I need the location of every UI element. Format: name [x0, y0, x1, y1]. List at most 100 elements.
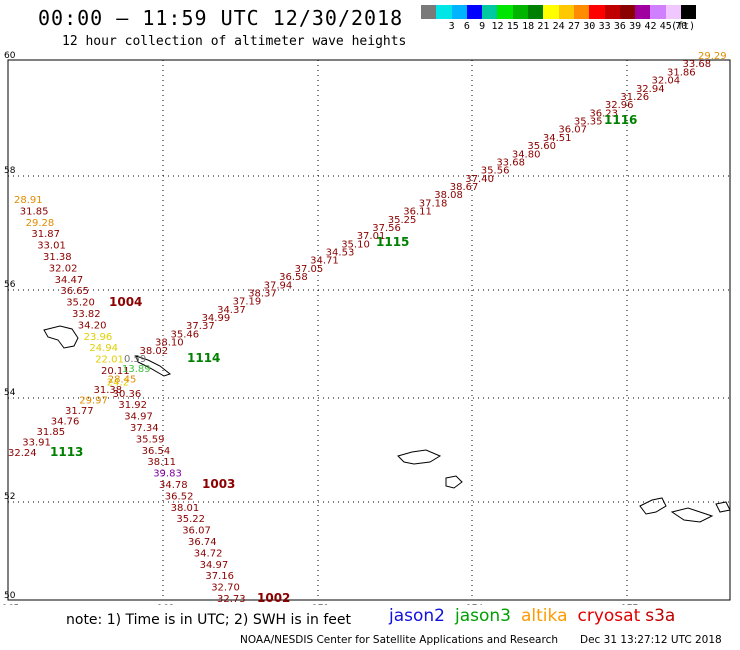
wave-height-value: 22.01	[95, 355, 124, 366]
page-subtitle: 12 hour collection of altimeter wave hei…	[62, 34, 407, 49]
wave-height-value: 34.78	[159, 480, 188, 491]
wave-height-value: 38.01	[171, 503, 200, 514]
credit-line: NOAA/NESDIS Center for Satellite Applica…	[240, 634, 558, 646]
wave-height-value: 32.96	[605, 100, 634, 111]
scale-tick-label: 30	[583, 21, 596, 32]
wave-height-value: 37.37	[186, 321, 215, 332]
scale-swatch	[619, 5, 636, 19]
wave-height-value: 37.18	[419, 198, 448, 209]
wave-height-value: 36.65	[60, 286, 89, 297]
longitude-label: 168	[157, 604, 174, 605]
wave-height-value: 35.35	[574, 117, 603, 128]
scale-tick-label: 45	[659, 21, 672, 32]
wave-height-value: 34.99	[202, 313, 231, 324]
satellite-legend-jason3: jason3	[455, 606, 511, 626]
wave-height-value: 37.34	[130, 423, 159, 434]
wave-height-value: 29.28	[26, 218, 55, 229]
wave-height-value: 38.37	[248, 288, 277, 299]
scale-swatch	[681, 5, 697, 19]
wave-height-value: 35.59	[136, 434, 165, 445]
wave-height-value: 24.94	[89, 343, 118, 354]
satellite-legend: jason2 jason3 altika cryosat s3a	[389, 606, 685, 626]
wave-height-value: 37.05	[295, 264, 324, 275]
wave-height-value: 33.01	[37, 241, 66, 252]
scale-swatch	[482, 5, 498, 19]
wave-height-value: 34.97	[200, 560, 229, 571]
wave-height-value: 31.77	[65, 406, 94, 417]
scale-swatch	[589, 5, 605, 19]
wave-height-value: 37.56	[372, 223, 401, 234]
wave-height-value: 36.74	[188, 537, 217, 548]
wave-height-value: 37.01	[357, 231, 386, 242]
wave-height-value: 31.85	[20, 206, 49, 217]
wave-height-value: 35.22	[176, 514, 205, 525]
wave-height-value: 37.40	[465, 174, 494, 185]
island-kiska	[639, 497, 667, 515]
footnote: note: 1) Time is in UTC; 2) SWH is in fe…	[66, 612, 352, 628]
wave-height-value: 34.51	[543, 133, 572, 144]
wave-height-value: 31.86	[667, 67, 696, 78]
pass-number-label: 1004	[109, 295, 142, 309]
longitude-label: 174	[466, 604, 483, 605]
island-attu	[397, 449, 442, 465]
wave-height-value: 33.68	[496, 157, 525, 168]
wave-height-value: 36.54	[142, 446, 171, 457]
color-scale-bar	[421, 5, 697, 19]
wave-height-value: 20.11	[101, 366, 130, 377]
wave-height-value: 38.02	[140, 346, 169, 357]
scale-swatch	[650, 5, 666, 19]
satellite-legend-altika: altika	[521, 606, 568, 626]
pass-number-label: 1002	[257, 591, 290, 605]
wave-height-value: 35.56	[481, 166, 510, 177]
wave-height-value: 34.72	[194, 548, 223, 559]
scale-swatch	[466, 5, 483, 19]
wave-height-value: 34.97	[124, 412, 153, 423]
scale-unit: (ft)	[671, 21, 696, 32]
scale-tick-label: 33	[598, 21, 611, 32]
satellite-legend-jason2: jason2	[389, 606, 445, 626]
scale-swatch	[573, 5, 590, 19]
wave-height-value: 34.53	[326, 248, 355, 259]
wave-height-value: 28.45	[108, 375, 137, 386]
wave-height-value: 39.83	[153, 469, 182, 480]
page-title: 00:00 – 11:59 UTC 12/30/2018	[38, 6, 404, 30]
data-labels: 29.2933.6831.8632.0432.9431.2632.9636.23…	[8, 51, 727, 605]
scale-swatch	[497, 5, 513, 19]
island-agattu	[445, 475, 463, 489]
wave-height-value: 31.92	[118, 400, 147, 411]
wave-height-value: 38.67	[450, 182, 479, 193]
map-frame	[7, 59, 731, 601]
latitude-label: 52	[4, 492, 15, 502]
scale-tick-label: 12	[491, 21, 504, 32]
wave-height-value: 23.96	[84, 332, 113, 343]
wave-height-value: 37.19	[233, 297, 262, 308]
wave-height-value: 36.52	[165, 491, 194, 502]
wave-height-value: 38.11	[147, 457, 176, 468]
wave-height-value: 34.47	[55, 275, 84, 286]
generated-timestamp: Dec 31 13:27:12 UTC 2018	[580, 634, 722, 646]
scale-tick-label: 27	[567, 21, 581, 32]
wave-height-value: 34.37	[217, 305, 246, 316]
color-scale-labels: 3 6 9 12 15 18 21 24 27 30 33 36 39 42 45 70 (ft)	[421, 21, 740, 35]
longitude-label: 177	[621, 604, 638, 605]
wave-height-value: 0.59	[124, 354, 146, 365]
pass-labels: 1116 1115 1114 1113 1004 1003 1002	[50, 113, 637, 605]
scale-swatch	[665, 5, 682, 19]
wave-height-value: 36.07	[182, 526, 211, 537]
wave-height-value: 31.87	[31, 229, 60, 240]
scale-swatch	[421, 5, 437, 19]
map-grid: 60 58 56 54 52 50 165 168 171 174 177	[2, 51, 730, 605]
latitude-label: 54	[4, 388, 16, 398]
wave-height-value: 38.08	[434, 190, 463, 201]
scale-tick-label: 42	[644, 21, 657, 32]
pass-number-label: 1115	[376, 235, 409, 249]
scale-swatch	[512, 5, 529, 19]
pass-number-label: 1113	[50, 445, 83, 459]
wave-height-value: 35.25	[388, 215, 417, 226]
wave-height-value: 32.70	[211, 583, 240, 594]
scale-swatch	[436, 5, 452, 19]
scale-tick-label: 24	[552, 21, 565, 32]
wave-height-value: 31.38	[94, 385, 123, 396]
wave-height-value: 35.46	[171, 329, 200, 340]
scale-tick-label: 36	[613, 21, 626, 32]
